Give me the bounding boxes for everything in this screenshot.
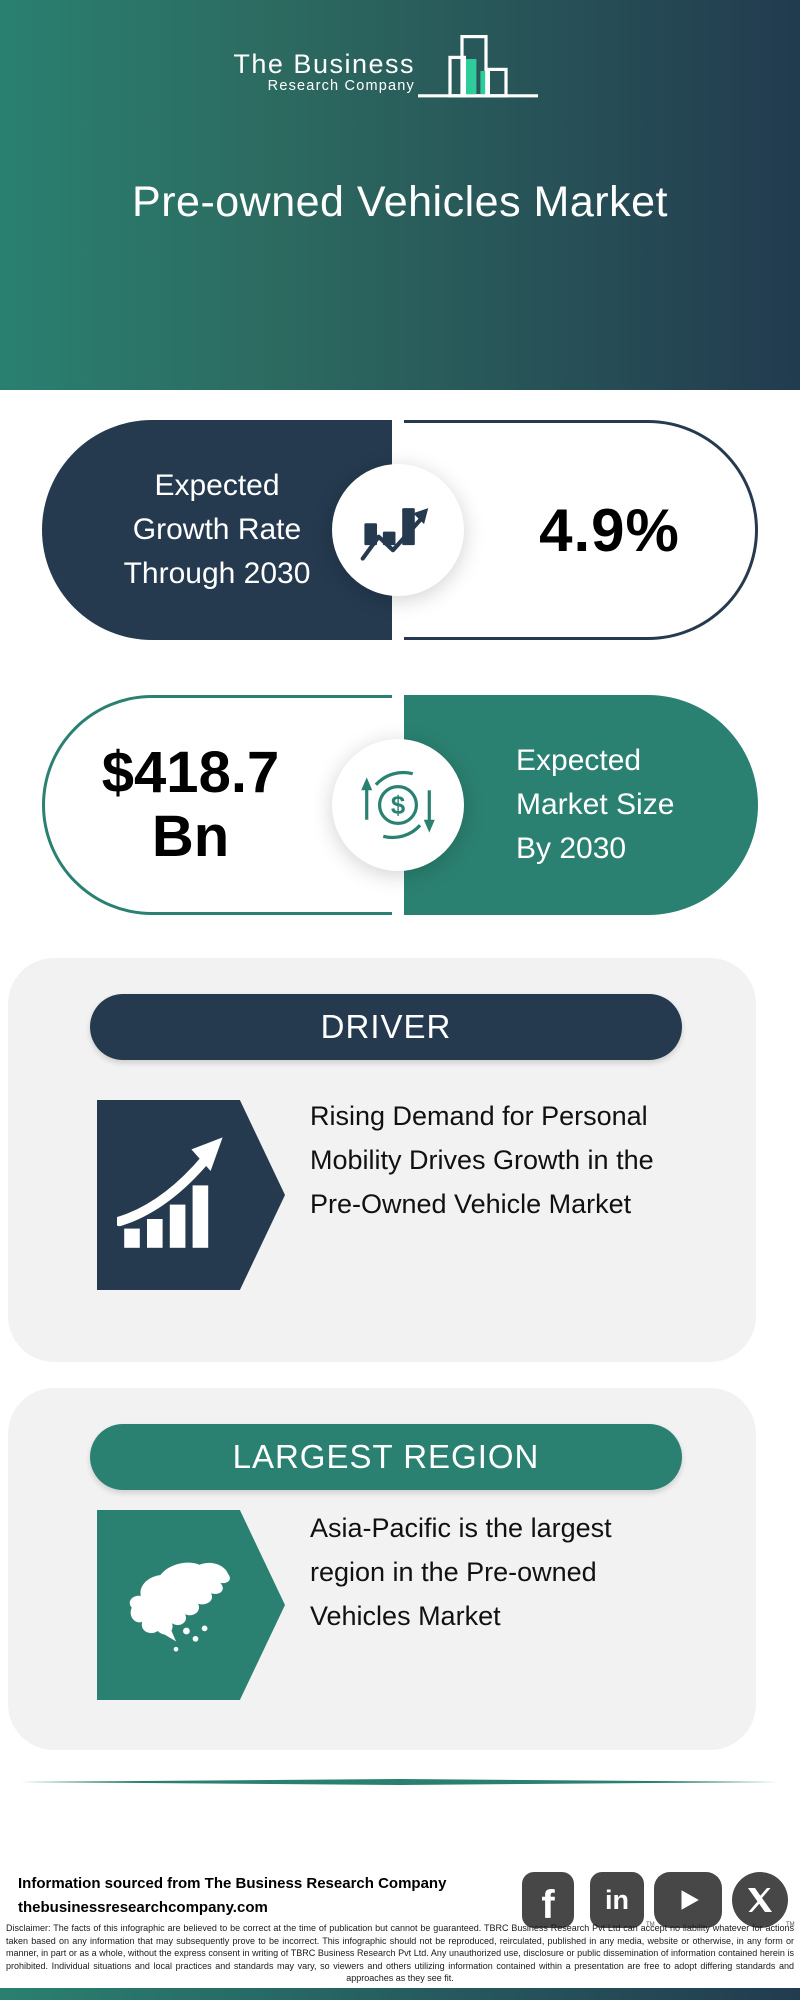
logo-line1: The Business — [233, 49, 415, 79]
growth-chart-icon — [332, 464, 464, 596]
driver-text-line1: Rising Demand for Personal — [310, 1101, 648, 1131]
disclaimer-text: Disclaimer: The facts of this infographi… — [6, 1923, 794, 1984]
svg-text:$: $ — [391, 792, 405, 820]
market-label-line1: Expected — [516, 744, 642, 777]
logo-line2: Research Company — [267, 78, 415, 94]
header-banner: The Business Research Company Pre-owned … — [0, 0, 800, 390]
driver-section: DRIVER Rising Demand for Personal Mobili… — [8, 958, 756, 1362]
currency-exchange-icon: $ — [332, 739, 464, 871]
bar-chart-logo-icon — [418, 26, 538, 113]
growth-rate-value: 4.9% — [539, 496, 680, 564]
largest-region-text: Asia-Pacific is the largest region in th… — [310, 1506, 730, 1638]
driver-text: Rising Demand for Personal Mobility Driv… — [310, 1094, 730, 1226]
largest-region-section: LARGEST REGION Asia-Pacific is the large… — [8, 1388, 756, 1750]
bar-chart-growth-icon — [97, 1100, 285, 1290]
driver-heading: DRIVER — [320, 1008, 452, 1045]
facebook-icon[interactable]: f — [522, 1872, 574, 1928]
youtube-icon[interactable] — [654, 1872, 722, 1928]
market-size-stat: $418.7 Bn Expected Market Size By 2030 $ — [42, 695, 758, 915]
source-line1: Information sourced from The Business Re… — [18, 1875, 447, 1892]
largest-region-heading-pill: LARGEST REGION — [90, 1424, 682, 1490]
x-tm: TM — [786, 1922, 795, 1928]
source-website-link[interactable]: thebusinessresearchcompany.com — [18, 1899, 268, 1916]
asia-map-icon — [97, 1510, 285, 1700]
page-title: Pre-owned Vehicles Market — [132, 178, 668, 226]
market-size-value: $418.7 — [101, 740, 280, 805]
region-text-line2: region in the Pre-owned — [310, 1557, 597, 1587]
growth-label-line3: Through 2030 — [123, 557, 311, 590]
tapered-divider — [20, 1772, 780, 1785]
driver-heading-pill: DRIVER — [90, 994, 682, 1060]
source-info: Information sourced from The Business Re… — [18, 1872, 446, 1920]
company-logo: The Business Research Company — [0, 22, 800, 112]
linkedin-tm: TM — [646, 1922, 655, 1928]
market-label-line2: Market Size — [516, 788, 675, 821]
x-icon[interactable] — [732, 1872, 788, 1928]
market-size-unit: Bn — [151, 804, 230, 869]
growth-label-line1: Expected — [154, 469, 280, 502]
growth-label-line2: Growth Rate — [132, 513, 302, 546]
company-logo-text: The Business Research Company — [233, 50, 415, 94]
driver-text-line2: Mobility Drives Growth in the — [310, 1145, 654, 1175]
linkedin-icon[interactable]: in — [590, 1872, 644, 1928]
market-label-line3: By 2030 — [516, 832, 627, 865]
region-text-line3: Vehicles Market — [310, 1601, 501, 1631]
social-links: f in TM TM — [520, 1872, 795, 1930]
growth-rate-stat: Expected Growth Rate Through 2030 4.9% — [42, 420, 758, 640]
region-text-line1: Asia-Pacific is the largest — [310, 1513, 612, 1543]
bottom-gradient-bar — [0, 1988, 800, 2000]
driver-text-line3: Pre-Owned Vehicle Market — [310, 1189, 632, 1219]
largest-region-heading: LARGEST REGION — [232, 1438, 540, 1475]
